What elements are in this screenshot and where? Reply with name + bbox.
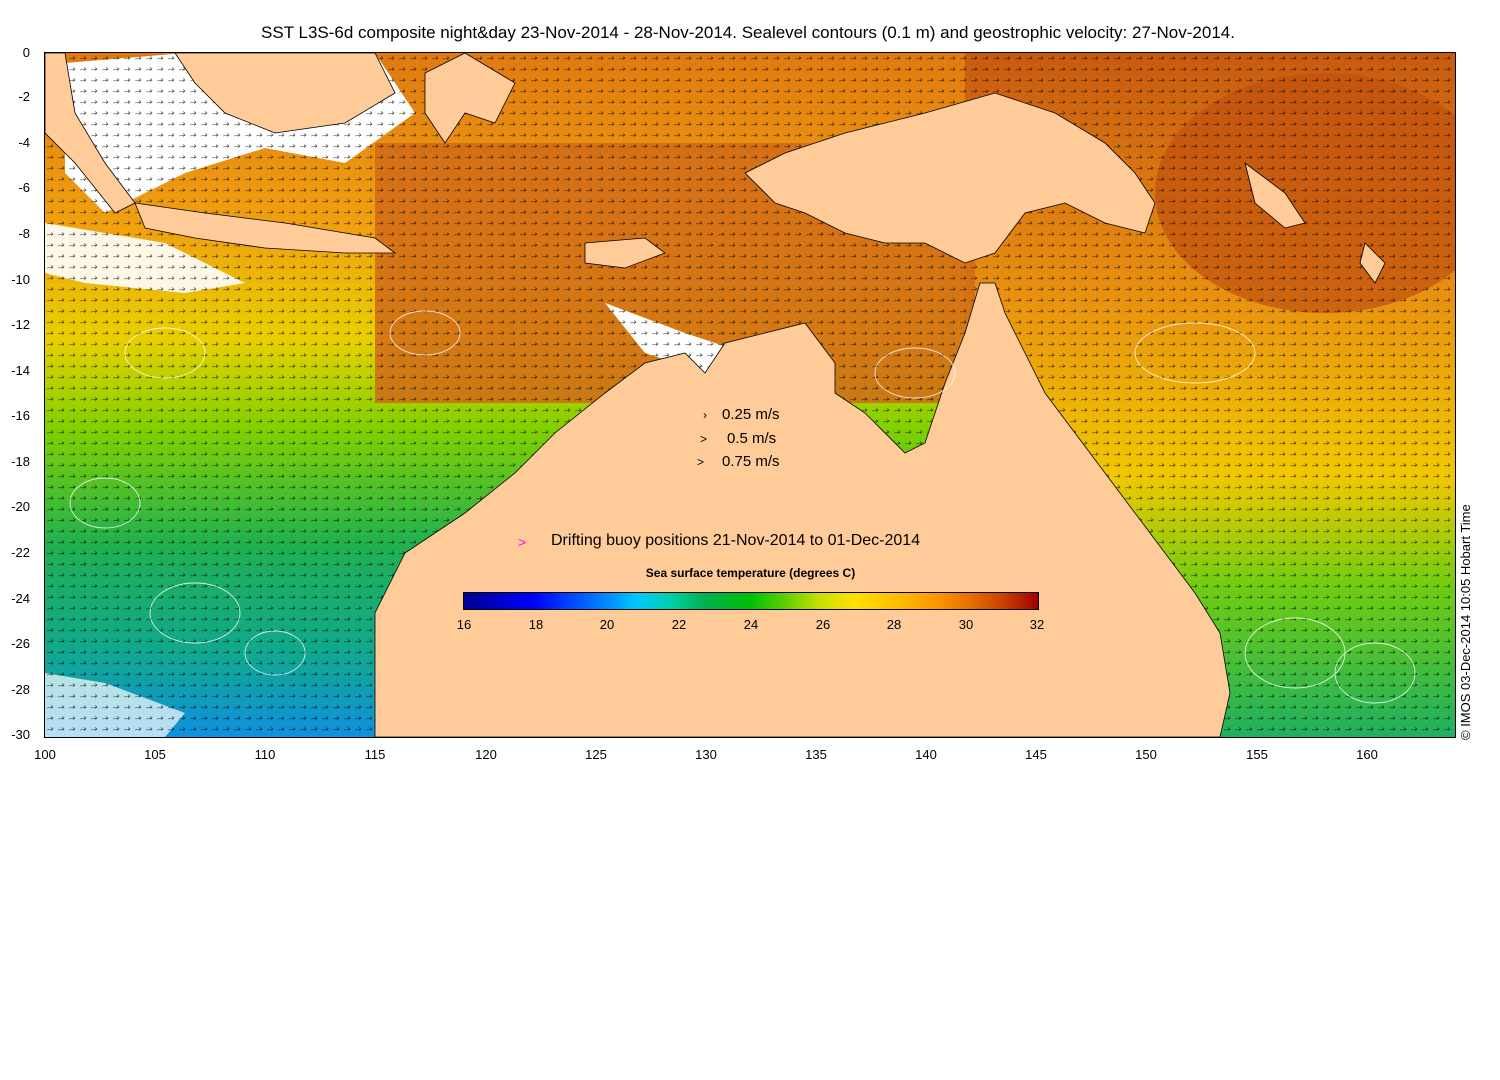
y-tick-label: -20 — [11, 499, 30, 514]
colorbar-tick-label: 24 — [743, 617, 759, 632]
y-tick-label: -30 — [11, 727, 30, 742]
y-tick-label: -2 — [18, 89, 30, 104]
velocity-arrow-medium-icon: > — [700, 432, 708, 446]
velocity-arrow-large-icon: > — [697, 455, 705, 469]
sst-map-svg — [45, 53, 1455, 737]
x-tick-label: 150 — [1135, 747, 1157, 762]
x-tick-label: 160 — [1356, 747, 1378, 762]
y-tick-label: -28 — [11, 682, 30, 697]
australia-land — [374, 282, 1231, 737]
y-tick-label: -6 — [18, 180, 30, 195]
x-tick-label: 115 — [364, 747, 386, 762]
velocity-legend-label: 0.75 m/s — [722, 453, 780, 470]
sealevel-contours — [69, 310, 1416, 704]
colorbar-tick-label: 30 — [958, 617, 974, 632]
y-tick-label: -4 — [18, 135, 30, 150]
buoy-marker-icon: > — [518, 534, 527, 550]
new-guinea-land — [744, 92, 1156, 264]
x-tick-label: 110 — [254, 747, 276, 762]
map-title: SST L3S-6d composite night&day 23-Nov-20… — [261, 23, 1235, 42]
vanuatu-land — [1359, 242, 1386, 284]
y-tick-label: -24 — [11, 591, 30, 606]
velocity-arrow-small-icon: › — [703, 408, 707, 422]
x-tick-label: 145 — [1025, 747, 1047, 762]
sulawesi-land — [424, 53, 516, 144]
y-tick-label: -22 — [11, 545, 30, 560]
x-tick-label: 140 — [915, 747, 937, 762]
solomon-islands-land — [1244, 162, 1306, 229]
y-tick-label: -10 — [11, 272, 30, 287]
x-tick-label: 130 — [695, 747, 717, 762]
y-tick-label: 0 — [22, 45, 30, 60]
colorbar-tick-label: 28 — [886, 617, 902, 632]
y-tick-label: -16 — [11, 408, 30, 423]
credit-container: © IMOS 03-Dec-2014 10:05 Hobart Time — [1458, 504, 1474, 1080]
colorbar-tick-label: 20 — [599, 617, 615, 632]
velocity-legend-label: 0.5 m/s — [727, 430, 777, 447]
java-land — [134, 202, 397, 254]
x-tick-label: 155 — [1246, 747, 1268, 762]
y-tick-label: -12 — [11, 317, 30, 332]
x-tick-label: 120 — [475, 747, 497, 762]
imos-credit: © IMOS 03-Dec-2014 10:05 Hobart Time — [1458, 504, 1473, 740]
x-tick-label: 105 — [144, 747, 166, 762]
velocity-legend-label: 0.25 m/s — [722, 406, 780, 423]
x-tick-label: 125 — [585, 747, 607, 762]
buoy-legend-label: Drifting buoy positions 21-Nov-2014 to 0… — [551, 532, 921, 549]
borneo-land — [174, 53, 396, 134]
colorbar-title: Sea surface temperature (degrees C) — [645, 566, 856, 580]
sst-colorbar — [463, 592, 1039, 610]
sst-map-area — [45, 53, 1455, 737]
colorbar-tick-label: 18 — [528, 617, 544, 632]
colorbar-tick-label: 16 — [456, 617, 472, 632]
colorbar-tick-label: 22 — [671, 617, 687, 632]
y-tick-label: -18 — [11, 454, 30, 469]
y-tick-label: -14 — [11, 363, 30, 378]
x-tick-label: 135 — [805, 747, 827, 762]
timor-land — [584, 237, 666, 269]
y-tick-label: -26 — [11, 636, 30, 651]
colorbar-tick-label: 26 — [815, 617, 831, 632]
x-tick-label: 100 — [34, 747, 56, 762]
colorbar-tick-label: 32 — [1029, 617, 1045, 632]
y-tick-label: -8 — [18, 226, 30, 241]
